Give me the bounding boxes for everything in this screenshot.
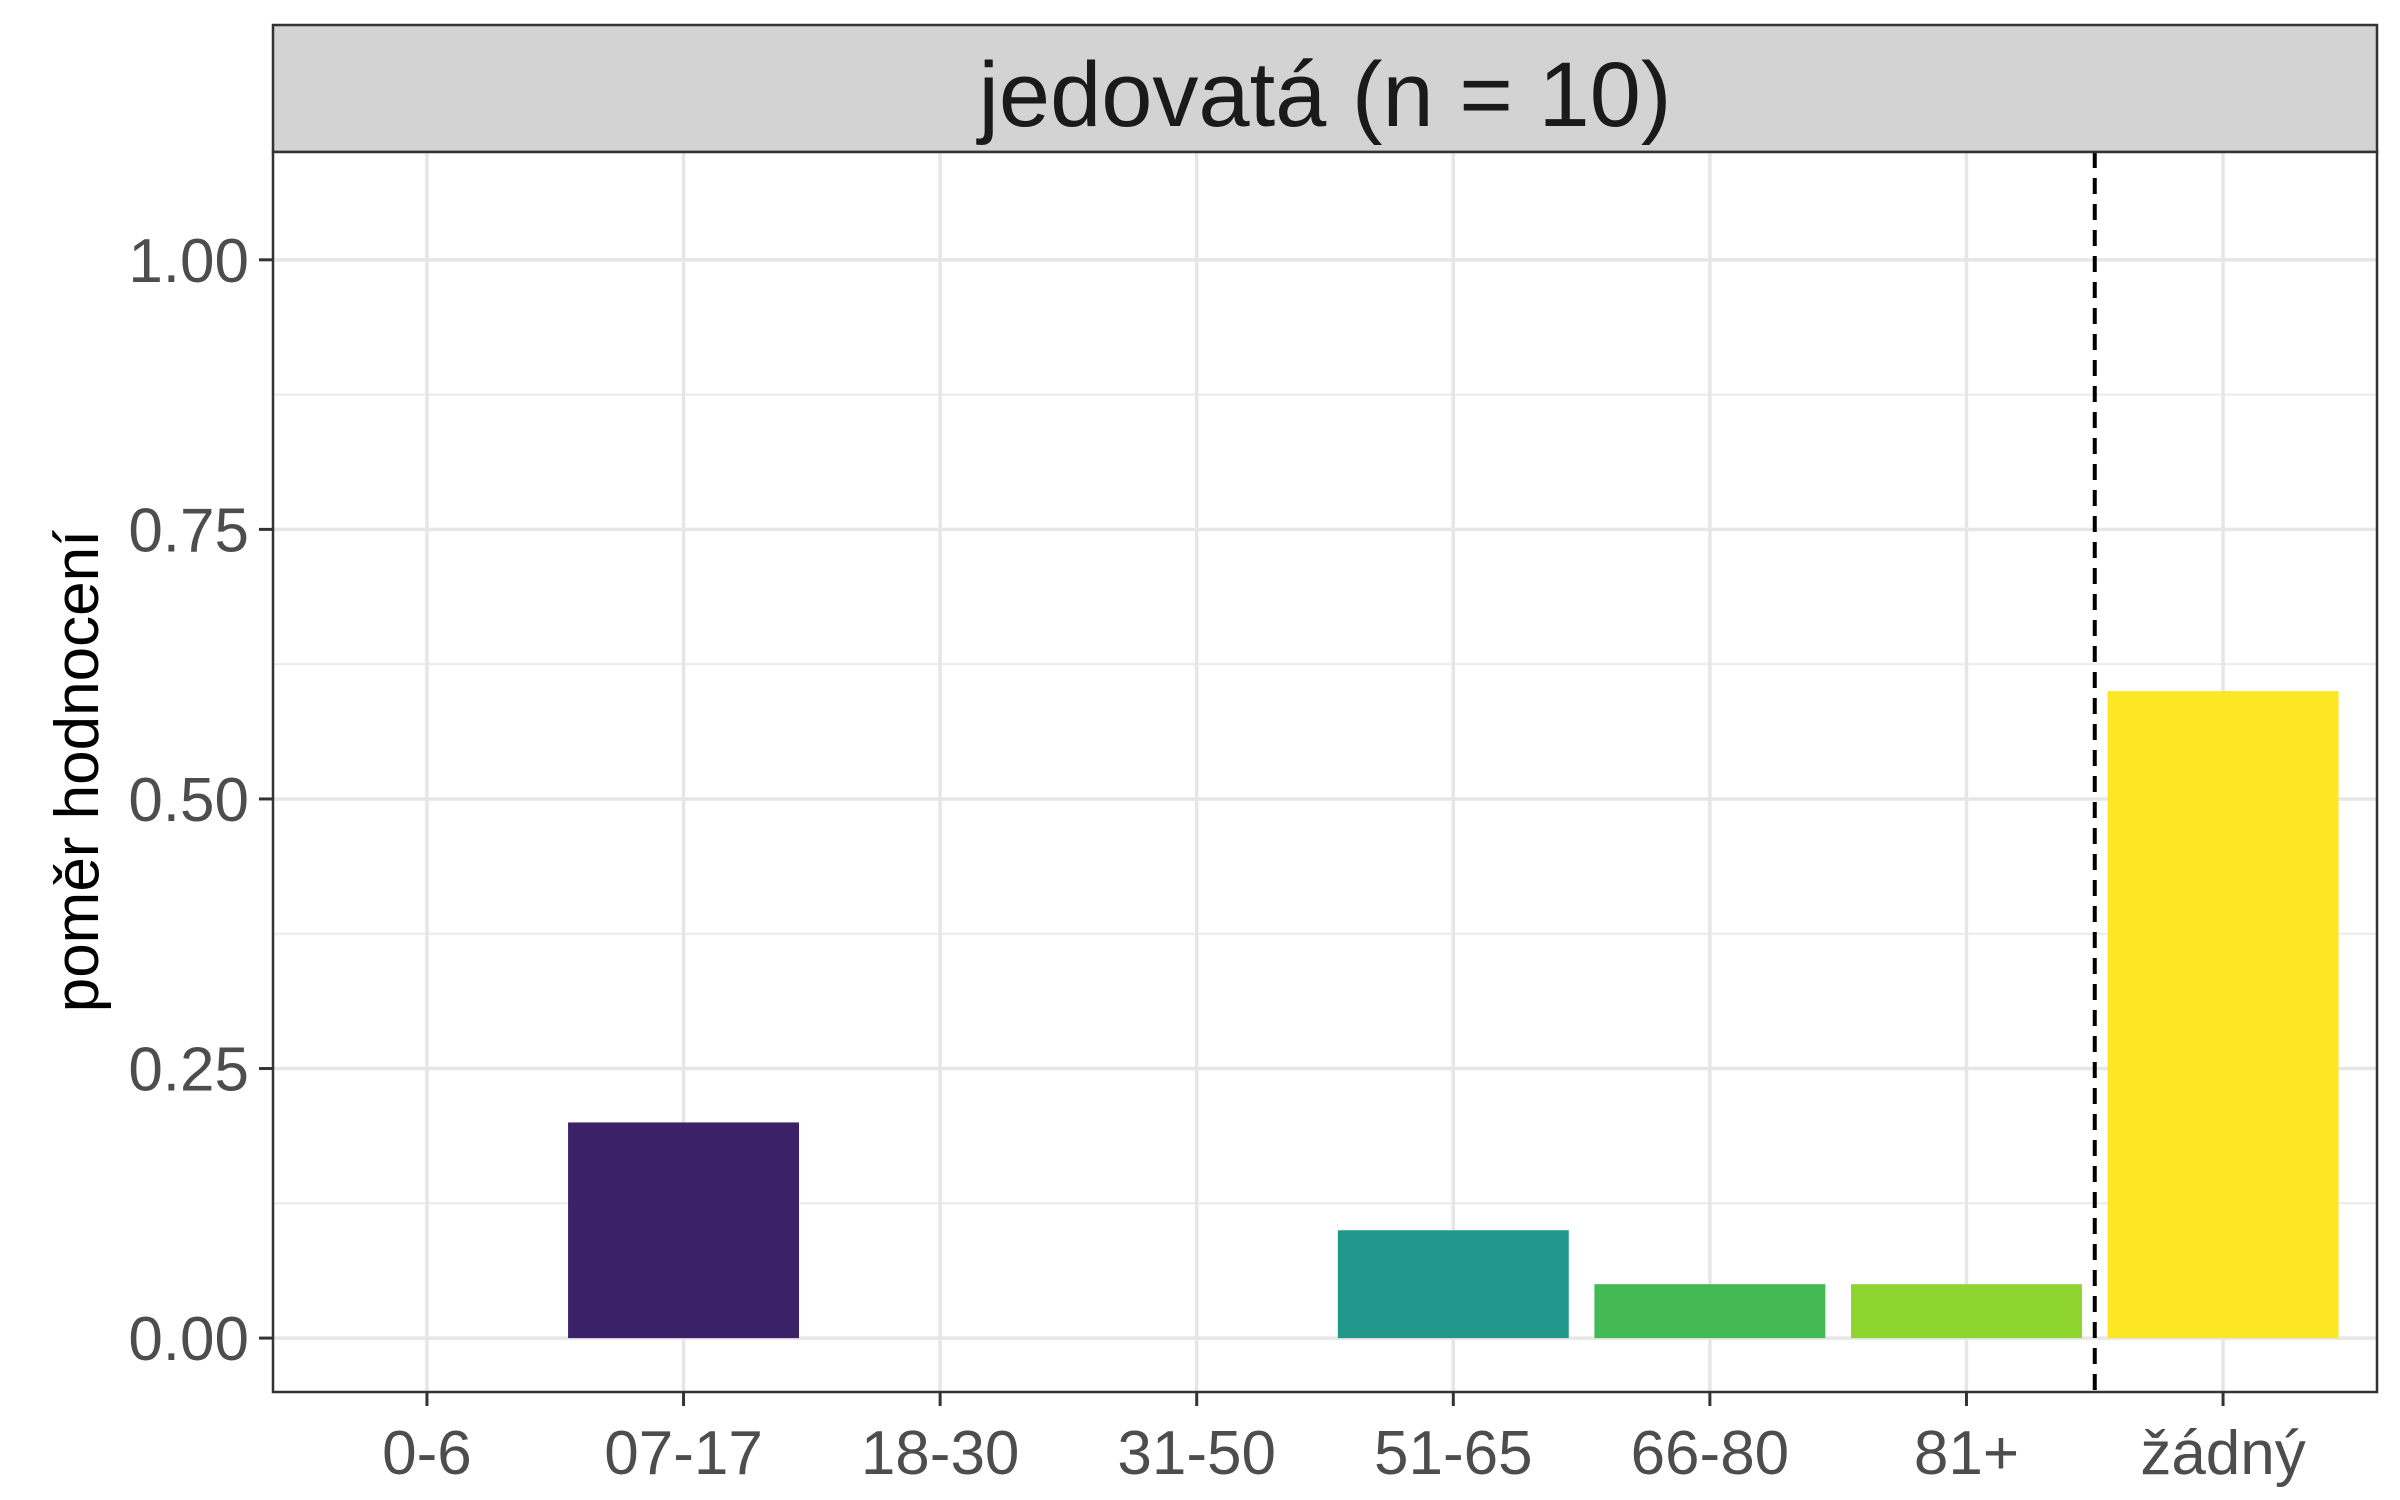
y-tick-label: 0.25	[128, 1036, 249, 1105]
x-tick-label: 07-17	[604, 1419, 763, 1488]
x-axis: 0-6 07-17 18-30 31-50 51-65 66-80 81+ žádný	[382, 1392, 2306, 1488]
bar-žádný	[2107, 691, 2339, 1339]
grid-lines	[273, 152, 2377, 1392]
x-tick-label: 81+	[1914, 1419, 2019, 1488]
bars	[568, 691, 2339, 1339]
facet-title: jedovatá (n = 10)	[975, 44, 1671, 146]
y-axis: 0.00 0.25 0.50 0.75 1.00	[128, 227, 273, 1374]
x-tick-label: 0-6	[382, 1419, 472, 1488]
x-tick-label: 31-50	[1117, 1419, 1276, 1488]
x-tick-label: 51-65	[1374, 1419, 1533, 1488]
y-tick-label: 0.50	[128, 766, 249, 835]
x-tick-label: žádný	[2140, 1419, 2305, 1488]
bar-07-17	[568, 1122, 799, 1339]
facet-strip	[271, 23, 2379, 154]
bar-81+	[1851, 1284, 2082, 1339]
y-tick-label: 0.00	[128, 1305, 249, 1374]
y-tick-label: 0.75	[128, 496, 249, 565]
plot-panel-border	[271, 150, 2379, 1394]
x-tick-label: 18-30	[861, 1419, 1020, 1488]
y-axis-label: poměr hodnocení	[43, 530, 112, 1013]
bar-51-65	[1337, 1230, 1569, 1339]
x-tick-label: 66-80	[1631, 1419, 1790, 1488]
y-tick-label: 1.00	[128, 227, 249, 296]
bar-66-80	[1594, 1284, 1826, 1339]
